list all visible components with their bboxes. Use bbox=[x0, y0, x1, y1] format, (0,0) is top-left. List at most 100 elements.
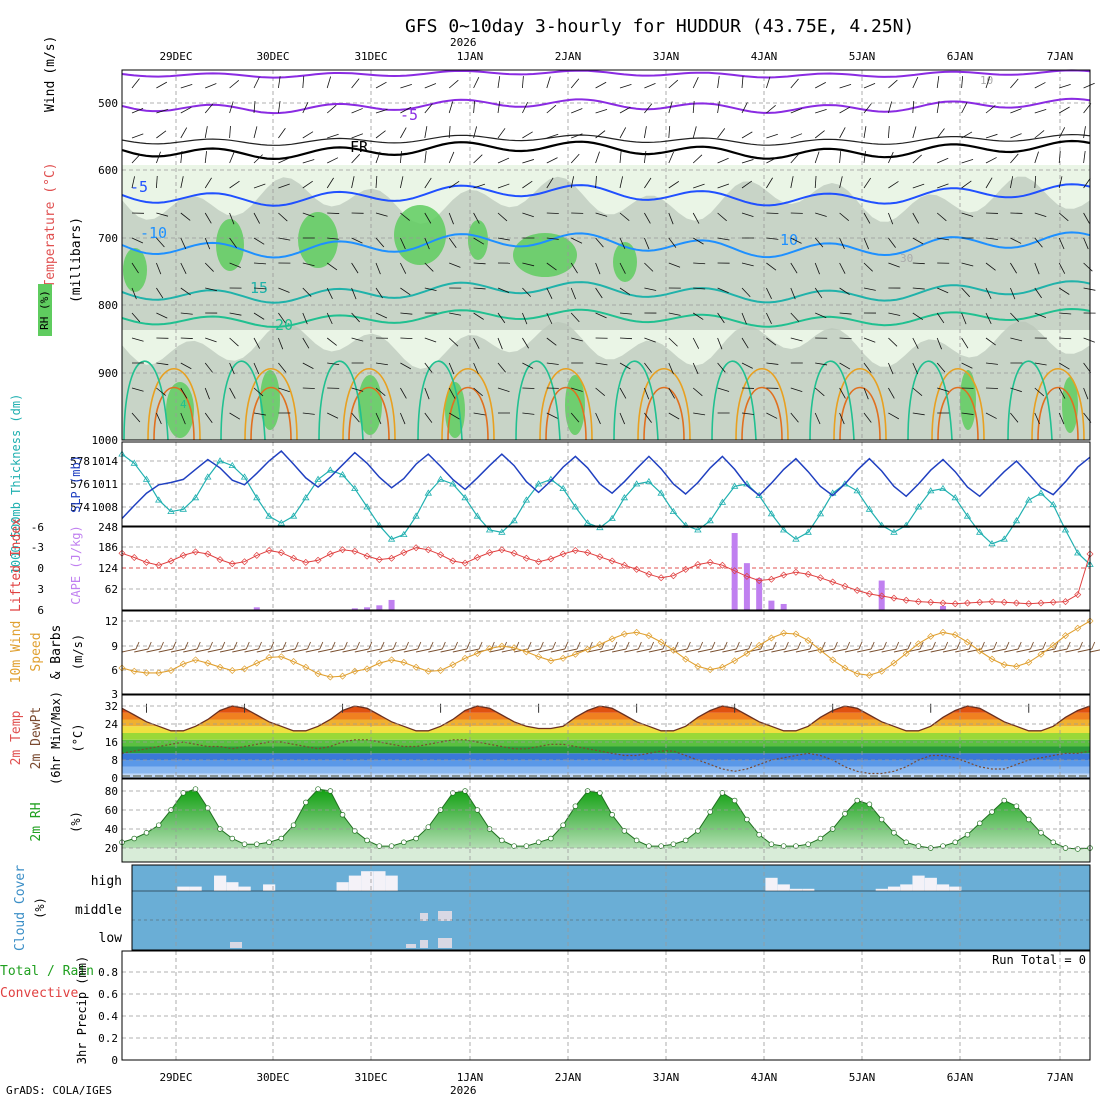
rh2m-point bbox=[414, 836, 419, 841]
rh-shading-dark bbox=[123, 248, 147, 292]
rh2m-point bbox=[132, 836, 137, 841]
year-label-bottom: 2026 bbox=[450, 1084, 477, 1097]
rh2m-point bbox=[156, 823, 161, 828]
cloud-gap bbox=[420, 940, 428, 948]
chart-title: GFS 0~10day 3-hourly for HUDDUR (43.75E,… bbox=[405, 16, 914, 37]
rh2m-point bbox=[1039, 830, 1044, 835]
cloud-high-gap bbox=[373, 871, 385, 891]
rh2m-point bbox=[267, 840, 272, 845]
cape-bar bbox=[781, 604, 787, 610]
cape-axis-label: CAPE (J/kg) bbox=[69, 525, 83, 604]
cloud-tick: middle bbox=[75, 903, 122, 918]
cloud-high-gap bbox=[361, 871, 373, 891]
rh-shading-dark bbox=[613, 242, 637, 282]
temp2m-axis-label-d: (°C) bbox=[71, 724, 85, 753]
cloud-high-gap bbox=[239, 887, 251, 891]
rh2m-point bbox=[965, 832, 970, 837]
top-date-label: 6JAN bbox=[947, 50, 974, 63]
contour-label: 4 bbox=[180, 398, 187, 411]
cloud-high-gap bbox=[802, 889, 814, 891]
pressure-level-label: 700 bbox=[98, 232, 118, 245]
contour-label: -10 bbox=[140, 224, 167, 242]
slp-tick: 1011 bbox=[92, 478, 119, 491]
slp-tick: 1008 bbox=[92, 501, 119, 514]
rh2m-point bbox=[892, 830, 897, 835]
rh2m-point bbox=[610, 812, 615, 817]
rh2m-point bbox=[561, 823, 566, 828]
cloud-tick: high bbox=[91, 874, 122, 889]
rh2m-point bbox=[671, 842, 676, 847]
wind-barb bbox=[327, 213, 339, 214]
rh-shading-dark bbox=[960, 370, 976, 430]
lifted-index-tick: 0 bbox=[37, 562, 44, 575]
rh2m-axis-label-a: 2m RH bbox=[29, 802, 44, 841]
cloud-high-gap bbox=[900, 884, 912, 891]
precip-tick: 0.2 bbox=[98, 1032, 118, 1045]
rh2m-point bbox=[1026, 817, 1031, 822]
bottom-date-label: 31DEC bbox=[354, 1071, 387, 1084]
rh2m-point bbox=[242, 842, 247, 847]
cloud-axis-label-a: Cloud Cover bbox=[13, 865, 28, 951]
cloud-high-gap bbox=[226, 882, 238, 891]
bottom-date-label: 6JAN bbox=[947, 1071, 974, 1084]
rh2m-point bbox=[254, 842, 259, 847]
wind10-axis-label-c: & Barbs bbox=[49, 625, 64, 680]
rh2m-point bbox=[843, 811, 848, 816]
top-date-label: 2JAN bbox=[555, 50, 582, 63]
wind-barb bbox=[547, 213, 559, 214]
precip-tick: 0.4 bbox=[98, 1010, 118, 1023]
slp-tick: 1014 bbox=[92, 455, 119, 468]
rh2m-point bbox=[806, 842, 811, 847]
rh2m-axis-label-b: (%) bbox=[69, 811, 83, 833]
temp2m-tick: 8 bbox=[111, 754, 118, 767]
rh2m-point bbox=[732, 798, 737, 803]
temp2m-axis-label-c: (6hr Min/Max) bbox=[49, 691, 63, 785]
cloud-high-gap bbox=[263, 884, 275, 891]
cloud-high-gap bbox=[888, 887, 900, 891]
cloud-high-gap bbox=[790, 889, 802, 891]
pressure-level-label: 600 bbox=[98, 164, 118, 177]
cloud-high-gap bbox=[912, 876, 924, 891]
rh2m-point bbox=[340, 812, 345, 817]
wind-axis-label-word: Wind bbox=[43, 81, 58, 112]
cape-bar bbox=[940, 606, 946, 610]
wind-barb bbox=[303, 388, 315, 389]
precip-tick: 0.8 bbox=[98, 966, 118, 979]
cape-bar bbox=[389, 600, 395, 610]
pressure-level-label: 500 bbox=[98, 97, 118, 110]
cape-tick: 124 bbox=[98, 562, 118, 575]
temp2m-tick: 16 bbox=[105, 736, 118, 749]
cloud-high-gap bbox=[337, 882, 349, 891]
pressure-level-label: 800 bbox=[98, 299, 118, 312]
rh-shading-dark bbox=[468, 220, 488, 260]
cloud-gap bbox=[438, 938, 452, 948]
bottom-date-label: 2JAN bbox=[555, 1071, 582, 1084]
wind10-tick: 9 bbox=[111, 640, 118, 653]
cape-bar bbox=[376, 605, 382, 610]
bottom-date-label: 3JAN bbox=[653, 1071, 680, 1084]
rh2m-point bbox=[279, 836, 284, 841]
rh2m-tick: 60 bbox=[105, 804, 118, 817]
rh2m-point bbox=[818, 836, 823, 841]
contour-label: -5 bbox=[130, 178, 148, 196]
lifted-index-tick: -6 bbox=[31, 521, 44, 534]
rh2m-tick: 20 bbox=[105, 842, 118, 855]
wind-axis-label: Wind(m/s) bbox=[43, 36, 58, 112]
cloud-gap bbox=[230, 942, 242, 948]
temp-band bbox=[122, 726, 1090, 733]
contour-label: FR bbox=[350, 138, 369, 156]
temp-band bbox=[122, 740, 1090, 747]
rh2m-point bbox=[1002, 798, 1007, 803]
pressure-level-label: 900 bbox=[98, 367, 118, 380]
run-total-label: Run Total = 0 bbox=[992, 953, 1086, 967]
bottom-date-label: 30DEC bbox=[256, 1071, 289, 1084]
lifted-index-tick: 3 bbox=[37, 583, 44, 596]
bottom-date-label: 1JAN bbox=[457, 1071, 484, 1084]
cloud-high-gap bbox=[177, 887, 189, 891]
rh2m-point bbox=[977, 821, 982, 826]
pressure-level-label: 1000 bbox=[92, 434, 119, 447]
precip-tick: 0 bbox=[111, 1054, 118, 1067]
cape-tick: 186 bbox=[98, 541, 118, 554]
wind10-tick: 12 bbox=[105, 615, 118, 628]
rh2m-point bbox=[365, 838, 370, 843]
